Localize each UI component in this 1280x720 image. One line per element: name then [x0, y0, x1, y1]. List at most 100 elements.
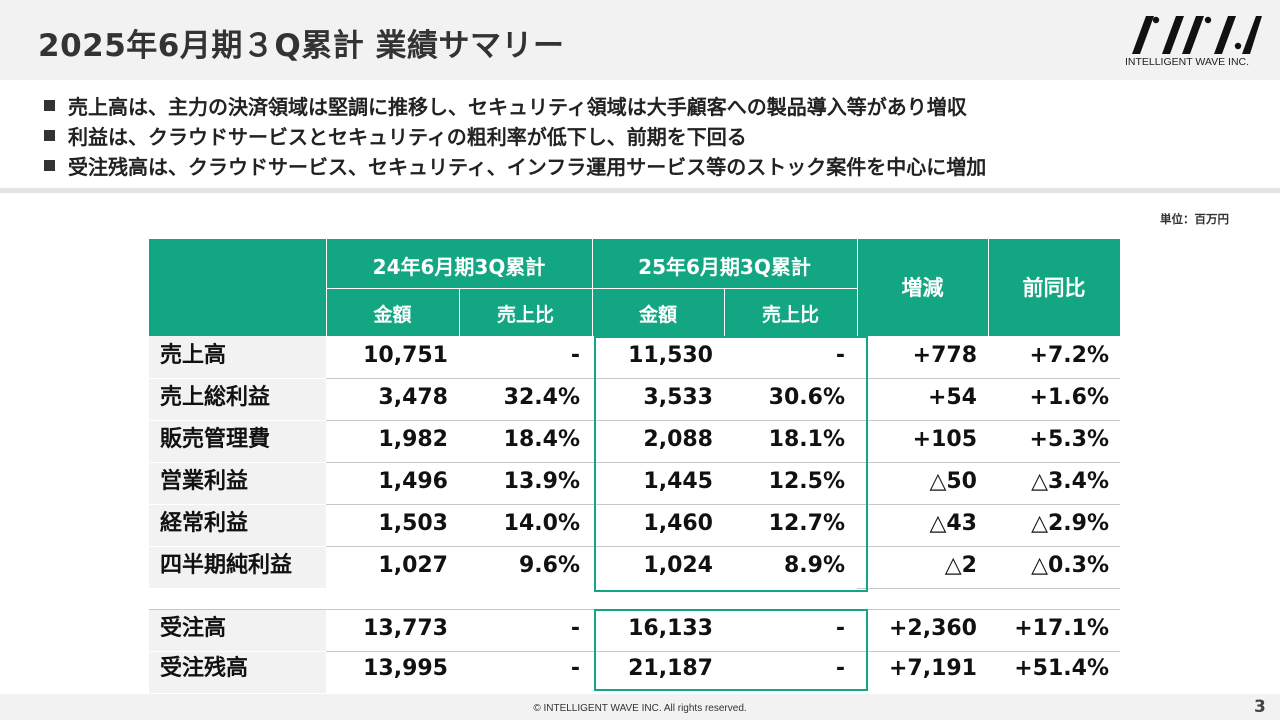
change-value: △43	[929, 511, 977, 536]
prev-ratio: 9.6%	[518, 553, 580, 578]
company-logo-text: INTELLIGENT WAVE INC.	[1124, 56, 1250, 68]
header-curr-amount: 金額	[638, 304, 677, 326]
curr-amount: 16,133	[628, 616, 713, 641]
row-label: 受注残高	[160, 656, 249, 681]
row-label: 受注高	[160, 616, 227, 641]
header-prev-amount: 金額	[373, 304, 412, 326]
header-divider	[857, 239, 858, 336]
curr-ratio: -	[835, 343, 845, 368]
header-change: 増減	[901, 276, 944, 300]
prev-amount: 1,982	[378, 427, 448, 452]
curr-amount: 2,088	[643, 427, 713, 452]
yoy-value: +1.6%	[1029, 385, 1109, 410]
header-period-curr: 25年6月期3Q累計	[638, 255, 811, 279]
curr-ratio: 18.1%	[768, 427, 845, 452]
row-divider	[149, 420, 326, 421]
bullet-backlog: 受注残高は、クラウドサービス、セキュリティ、インフラ運用サービス等のストック案件…	[44, 150, 986, 180]
prev-amount: 1,027	[378, 553, 448, 578]
yoy-value: +7.2%	[1029, 343, 1109, 368]
curr-ratio: 8.9%	[783, 553, 845, 578]
bullet-text: 利益は、クラウドサービスとセキュリティの粗利率が低下し、前期を下回る	[68, 124, 747, 149]
prev-amount: 3,478	[378, 385, 448, 410]
bullet-profit: 利益は、クラウドサービスとセキュリティの粗利率が低下し、前期を下回る	[44, 120, 747, 150]
bullet-square-icon	[44, 129, 55, 141]
change-value: △50	[929, 469, 977, 494]
table-header-bg	[149, 239, 1120, 336]
row-label: 四半期純利益	[160, 553, 293, 578]
row-divider	[149, 651, 326, 652]
curr-amount: 21,187	[628, 656, 713, 681]
yoy-value: △0.3%	[1031, 553, 1109, 578]
header-yoy: 前同比	[1022, 276, 1086, 300]
row-divider	[857, 588, 1120, 589]
change-value: +7,191	[888, 656, 977, 681]
header-curr-ratio: 売上比	[761, 304, 819, 326]
row-label: 売上高	[160, 343, 227, 368]
header-divider	[988, 239, 989, 336]
prev-amount: 13,773	[363, 616, 448, 641]
header-bar	[0, 0, 1280, 80]
row-divider	[149, 462, 326, 463]
row-divider	[326, 504, 1120, 505]
yoy-value: △2.9%	[1031, 511, 1109, 536]
prev-amount: 1,496	[378, 469, 448, 494]
page-title: 2025年6月期３Q累計 業績サマリー	[38, 28, 565, 64]
current-period-highlight	[594, 336, 868, 592]
row-divider	[326, 420, 1120, 421]
prev-ratio: -	[570, 616, 580, 641]
prev-ratio: 14.0%	[503, 511, 580, 536]
change-value: +2,360	[888, 616, 977, 641]
bullet-text: 受注残高は、クラウドサービス、セキュリティ、インフラ運用サービス等のストック案件…	[68, 154, 987, 179]
prev-amount: 1,503	[378, 511, 448, 536]
prev-ratio: 18.4%	[503, 427, 580, 452]
header-prev-ratio: 売上比	[496, 304, 554, 326]
prev-amount: 10,751	[363, 343, 448, 368]
row-label: 売上総利益	[160, 385, 271, 410]
prev-amount: 13,995	[363, 656, 448, 681]
header-period-prev: 24年6月期3Q累計	[372, 255, 546, 279]
row-divider	[326, 651, 1120, 652]
prev-ratio: 13.9%	[503, 469, 580, 494]
divider	[0, 188, 1280, 193]
row-divider	[326, 378, 1120, 379]
header-divider	[459, 288, 460, 336]
bullet-square-icon	[44, 159, 55, 171]
curr-amount: 1,445	[643, 469, 713, 494]
copyright-text: © INTELLIGENT WAVE INC. All rights reser…	[533, 703, 747, 714]
unit-label: 単位：百万円	[1160, 212, 1229, 226]
prev-ratio: -	[570, 656, 580, 681]
curr-ratio: 30.6%	[768, 385, 845, 410]
row-divider	[149, 504, 326, 505]
yoy-value: +5.3%	[1029, 427, 1109, 452]
header-divider	[326, 239, 327, 336]
bullet-sales: 売上高は、主力の決済領域は堅調に推移し、セキュリティ領域は大手顧客への製品導入等…	[44, 90, 967, 120]
prev-ratio: -	[570, 343, 580, 368]
row-divider	[149, 546, 326, 547]
row-divider	[149, 378, 326, 379]
company-logo-icon	[1132, 16, 1262, 54]
curr-ratio: -	[835, 656, 845, 681]
yoy-value: +17.1%	[1014, 616, 1109, 641]
change-value: +54	[927, 385, 977, 410]
row-label: 販売管理費	[160, 427, 271, 452]
change-value: △2	[944, 553, 977, 578]
change-value: +105	[912, 427, 977, 452]
yoy-value: +51.4%	[1014, 656, 1109, 681]
current-period-highlight	[594, 609, 868, 691]
header-divider	[724, 288, 725, 336]
curr-amount: 1,024	[643, 553, 713, 578]
curr-amount: 11,530	[628, 343, 713, 368]
row-divider	[326, 462, 1120, 463]
prev-ratio: 32.4%	[503, 385, 580, 410]
bullet-text: 売上高は、主力の決済領域は堅調に推移し、セキュリティ領域は大手顧客への製品導入等…	[68, 94, 967, 119]
header-divider	[592, 239, 593, 336]
curr-ratio: 12.5%	[768, 469, 845, 494]
row-divider	[326, 546, 1120, 547]
page-number: 3	[1254, 697, 1266, 717]
footer-bar	[0, 694, 1280, 720]
curr-ratio: 12.7%	[768, 511, 845, 536]
curr-amount: 3,533	[643, 385, 713, 410]
row-label: 営業利益	[160, 469, 249, 494]
yoy-value: △3.4%	[1031, 469, 1109, 494]
header-divider	[326, 288, 857, 289]
